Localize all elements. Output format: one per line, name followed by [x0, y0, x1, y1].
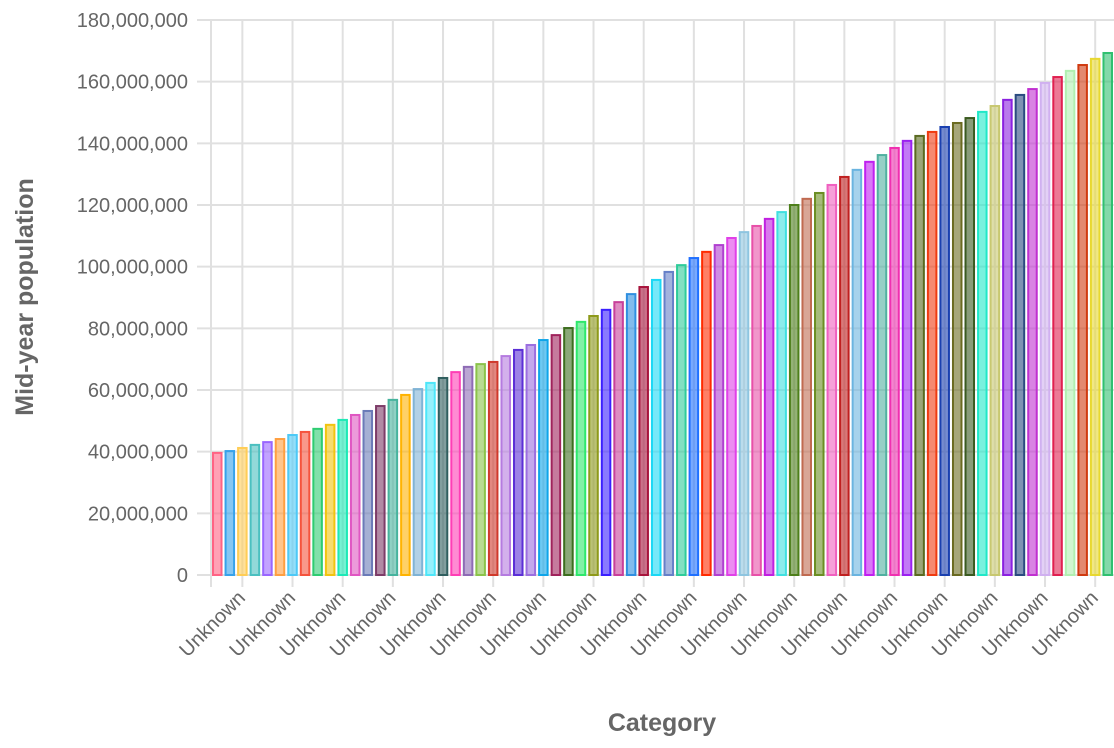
bar[interactable]	[349, 413, 361, 576]
bar[interactable]	[1102, 51, 1113, 577]
bar[interactable]	[1039, 81, 1051, 577]
bar[interactable]	[1052, 76, 1063, 577]
y-tick-label: 140,000,000	[77, 133, 188, 155]
y-tick-label: 120,000,000	[77, 195, 188, 217]
bar[interactable]	[462, 365, 474, 576]
bar[interactable]	[738, 231, 750, 576]
bar[interactable]	[425, 381, 436, 576]
bar[interactable]	[676, 264, 687, 576]
bar[interactable]	[513, 348, 524, 576]
bar[interactable]	[287, 434, 298, 576]
bar[interactable]	[826, 183, 838, 576]
bar[interactable]	[487, 360, 499, 577]
bar[interactable]	[914, 134, 925, 577]
y-tick-label: 60,000,000	[88, 380, 188, 402]
bar[interactable]	[801, 197, 812, 576]
y-tick-label: 20,000,000	[88, 503, 188, 525]
bar[interactable]	[814, 191, 825, 576]
bar[interactable]	[650, 278, 662, 576]
bar[interactable]	[889, 146, 900, 576]
bar[interactable]	[663, 270, 675, 576]
bar[interactable]	[538, 339, 549, 576]
bar[interactable]	[926, 130, 938, 577]
bar[interactable]	[851, 168, 863, 576]
bar[interactable]	[977, 110, 988, 576]
y-axis-ticks: 0 20,000,000 40,000,000 60,000,000 80,000,00…	[77, 10, 188, 587]
bar[interactable]	[776, 211, 787, 576]
bar[interactable]	[600, 308, 612, 576]
bar[interactable]	[1089, 57, 1101, 577]
bar[interactable]	[237, 446, 248, 577]
bar[interactable]	[1077, 64, 1088, 577]
bar[interactable]	[375, 405, 386, 576]
bar[interactable]	[713, 244, 725, 576]
bar[interactable]	[1002, 98, 1013, 576]
bar[interactable]	[212, 451, 223, 576]
bar[interactable]	[613, 301, 624, 576]
bar[interactable]	[500, 355, 511, 577]
bar[interactable]	[1027, 88, 1038, 576]
bar[interactable]	[625, 293, 637, 576]
x-axis-title: Category	[608, 709, 716, 737]
bar[interactable]	[901, 139, 913, 576]
bar[interactable]	[412, 388, 424, 577]
bar[interactable]	[1014, 93, 1026, 577]
bar[interactable]	[763, 217, 775, 576]
bars	[212, 51, 1113, 577]
x-axis-ticks: UnknownUnknownUnknownUnknownUnknownUnkno…	[175, 587, 1102, 662]
bar[interactable]	[362, 409, 374, 577]
bar[interactable]	[864, 160, 875, 576]
bar[interactable]	[1064, 69, 1076, 576]
bar[interactable]	[337, 418, 348, 576]
y-tick-label: 80,000,000	[88, 318, 188, 340]
y-tick-label: 160,000,000	[77, 72, 188, 94]
bar[interactable]	[638, 286, 649, 576]
y-tick-label: 180,000,000	[77, 10, 188, 32]
bar[interactable]	[951, 121, 963, 576]
y-tick-label: 0	[177, 565, 188, 587]
bar[interactable]	[525, 343, 537, 576]
bar[interactable]	[788, 204, 800, 576]
bar[interactable]	[324, 423, 336, 577]
bar[interactable]	[839, 175, 850, 576]
bar[interactable]	[701, 250, 712, 576]
bar[interactable]	[550, 334, 562, 576]
bar[interactable]	[688, 257, 700, 576]
bar[interactable]	[387, 398, 399, 576]
bar[interactable]	[400, 393, 411, 576]
bar[interactable]	[274, 438, 286, 576]
bar[interactable]	[563, 327, 574, 576]
bar[interactable]	[575, 320, 587, 576]
y-tick-label: 100,000,000	[77, 257, 188, 279]
bar[interactable]	[964, 117, 976, 577]
bar[interactable]	[475, 363, 486, 576]
bar[interactable]	[299, 430, 311, 576]
bar[interactable]	[876, 154, 888, 577]
bar[interactable]	[262, 441, 273, 576]
bar[interactable]	[312, 427, 323, 576]
y-tick-label: 40,000,000	[88, 442, 188, 464]
bar[interactable]	[224, 450, 236, 576]
y-axis-title: Mid-year population	[11, 178, 39, 416]
bar[interactable]	[450, 371, 461, 576]
bar[interactable]	[939, 125, 950, 576]
bar[interactable]	[989, 105, 1001, 577]
bar[interactable]	[437, 376, 449, 576]
bar[interactable]	[726, 236, 737, 576]
bar[interactable]	[588, 315, 599, 576]
bar[interactable]	[249, 443, 261, 576]
bar[interactable]	[751, 224, 762, 576]
